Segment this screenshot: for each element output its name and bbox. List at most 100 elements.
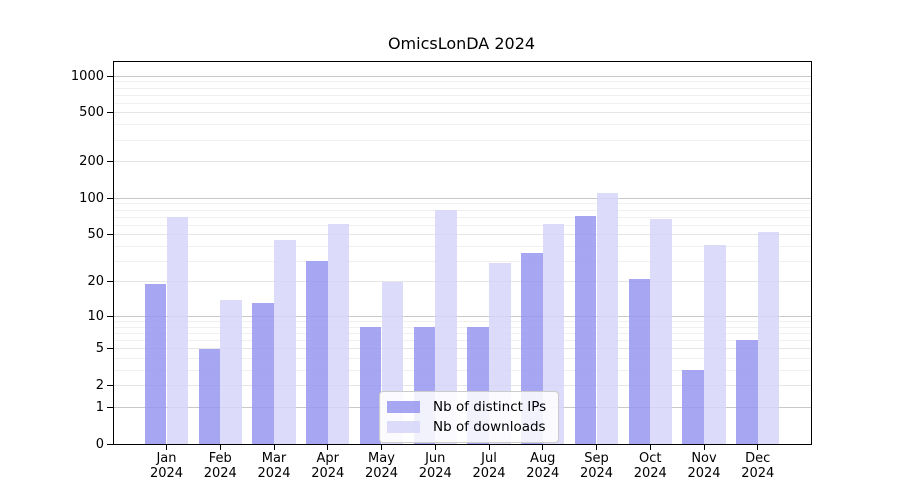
gridline bbox=[114, 224, 811, 226]
x-tick-mark bbox=[596, 444, 597, 450]
y-tick-mark bbox=[107, 315, 113, 317]
x-tick-mark bbox=[434, 444, 436, 450]
gridline bbox=[114, 124, 811, 126]
bar-downloads bbox=[220, 299, 242, 444]
gridline bbox=[114, 357, 811, 359]
bar-downloads bbox=[435, 210, 457, 444]
x-tick-label: Nov 2024 bbox=[687, 451, 721, 481]
legend-item-distinct-ips: Nb of distinct IPs bbox=[387, 400, 546, 414]
gridline bbox=[114, 139, 811, 141]
x-tick-label: Mar 2024 bbox=[257, 451, 291, 481]
gridline bbox=[114, 320, 811, 322]
y-tick-mark bbox=[107, 281, 113, 283]
x-tick-label: May 2024 bbox=[364, 451, 399, 481]
x-tick-mark bbox=[381, 444, 382, 450]
legend: Nb of distinct IPs Nb of downloads bbox=[379, 391, 560, 443]
gridline bbox=[114, 102, 811, 104]
y-tick-mark bbox=[107, 406, 113, 408]
y-tick-label: 200 bbox=[79, 154, 104, 170]
bar-distinct-ips bbox=[574, 215, 597, 444]
bar-downloads bbox=[704, 244, 726, 444]
legend-swatch-downloads bbox=[387, 421, 420, 433]
bar-downloads bbox=[542, 224, 565, 444]
y-tick-label: 0 bbox=[95, 436, 104, 452]
legend-label-downloads: Nb of downloads bbox=[433, 419, 546, 435]
gridline bbox=[114, 87, 811, 89]
y-tick-label: 50 bbox=[87, 227, 104, 243]
gridline bbox=[114, 339, 811, 341]
gridline bbox=[114, 245, 811, 247]
y-tick-mark bbox=[107, 385, 113, 386]
y-tick-mark bbox=[107, 197, 113, 199]
x-tick-label: Jul 2024 bbox=[472, 451, 506, 481]
bar-downloads bbox=[274, 240, 296, 444]
y-tick-mark bbox=[107, 443, 113, 445]
gridline bbox=[114, 385, 811, 386]
x-tick-mark bbox=[703, 444, 705, 450]
y-tick-label: 5 bbox=[95, 341, 104, 357]
bar-distinct-ips bbox=[144, 284, 167, 444]
x-tick-mark bbox=[219, 444, 221, 450]
legend-item-downloads: Nb of downloads bbox=[387, 420, 546, 434]
y-tick-label: 2 bbox=[95, 378, 104, 393]
gridline bbox=[114, 203, 811, 205]
y-tick-mark bbox=[107, 112, 113, 114]
gridline bbox=[114, 75, 811, 77]
x-tick-label: Jun 2024 bbox=[418, 451, 452, 481]
chart-title: OmicsLonDA 2024 bbox=[387, 34, 536, 53]
y-tick-label: 1 bbox=[95, 399, 104, 415]
bar-downloads bbox=[650, 219, 672, 444]
y-tick-label: 1000 bbox=[70, 68, 104, 84]
bar-downloads bbox=[596, 193, 619, 444]
x-tick-mark bbox=[488, 444, 490, 450]
y-tick-label: 10 bbox=[87, 308, 104, 324]
gridline bbox=[114, 112, 811, 114]
x-tick-label: Aug 2024 bbox=[526, 451, 560, 481]
bar-distinct-ips bbox=[198, 348, 221, 444]
x-tick-mark bbox=[273, 444, 275, 450]
gridline bbox=[114, 348, 811, 350]
gridline bbox=[114, 94, 811, 96]
legend-swatch-distinct-ips bbox=[387, 401, 420, 413]
x-tick-label: Apr 2024 bbox=[311, 451, 345, 481]
plot-area: Nb of distinct IPs Nb of downloads 0 1 2 5 1… bbox=[71, 61, 812, 481]
bar-distinct-ips bbox=[736, 340, 758, 444]
bar-distinct-ips bbox=[359, 327, 382, 444]
gridline bbox=[114, 326, 811, 328]
y-tick-mark bbox=[107, 161, 113, 163]
gridline bbox=[114, 260, 811, 262]
x-tick-mark bbox=[757, 444, 759, 450]
x-tick-mark bbox=[166, 444, 167, 450]
gridline bbox=[114, 209, 811, 211]
gridline bbox=[114, 281, 811, 283]
gridline bbox=[114, 81, 811, 83]
bar-downloads bbox=[757, 231, 780, 444]
bar-distinct-ips bbox=[682, 370, 704, 444]
legend-label-distinct-ips: Nb of distinct IPs bbox=[433, 399, 547, 415]
gridline bbox=[114, 315, 811, 317]
bar-distinct-ips bbox=[306, 261, 328, 444]
gridline bbox=[114, 216, 811, 218]
x-tick-label: Dec 2024 bbox=[741, 451, 775, 481]
bar-distinct-ips bbox=[628, 279, 651, 444]
x-tick-label: Jan 2024 bbox=[149, 451, 184, 481]
x-tick-label: Sep 2024 bbox=[579, 451, 614, 481]
y-tick-mark bbox=[107, 348, 113, 350]
gridline bbox=[114, 332, 811, 334]
y-tick-mark bbox=[107, 234, 113, 236]
y-tick-label: 100 bbox=[79, 190, 104, 206]
gridline bbox=[114, 161, 811, 163]
bar-distinct-ips bbox=[252, 303, 274, 444]
gridline bbox=[114, 234, 811, 236]
bar-downloads bbox=[166, 217, 189, 444]
x-tick-label: Feb 2024 bbox=[203, 451, 237, 481]
bar-downloads bbox=[327, 224, 350, 444]
x-tick-mark bbox=[542, 444, 544, 450]
x-tick-label: Oct 2024 bbox=[633, 451, 667, 481]
y-tick-mark bbox=[107, 75, 113, 77]
x-tick-mark bbox=[649, 444, 651, 450]
x-tick-mark bbox=[327, 444, 329, 450]
y-tick-label: 500 bbox=[79, 105, 104, 121]
gridline bbox=[114, 369, 811, 371]
